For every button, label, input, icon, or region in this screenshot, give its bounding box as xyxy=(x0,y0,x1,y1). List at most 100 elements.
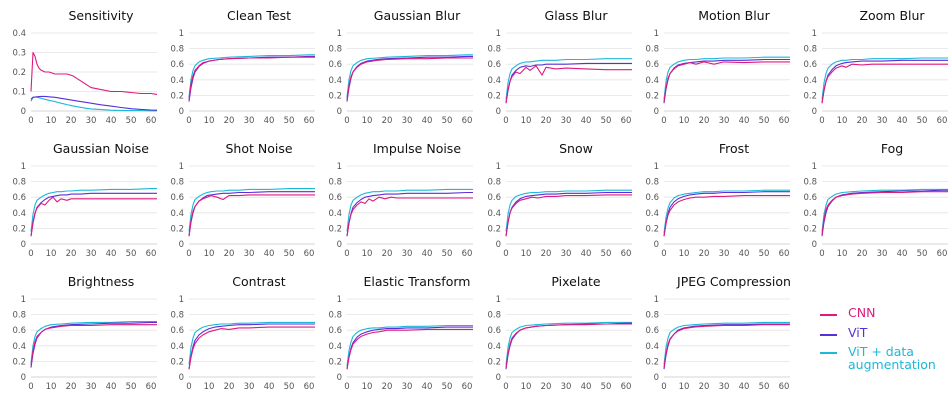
y-tick-label: 0.8 xyxy=(645,311,659,321)
y-tick-label: 0.8 xyxy=(487,178,501,188)
y-tick-label: 0 xyxy=(812,107,817,117)
series-line-vit xyxy=(30,321,157,368)
x-tick-label: 0 xyxy=(661,116,666,126)
x-tick-label: 0 xyxy=(661,382,666,392)
y-tick-label: 0 xyxy=(179,373,184,383)
x-tick-label: 0 xyxy=(503,116,508,126)
x-tick-label: 10 xyxy=(679,249,690,259)
x-tick-label: 30 xyxy=(719,382,730,392)
y-tick-label: 0.6 xyxy=(645,326,659,336)
y-tick-label: 0.6 xyxy=(170,60,184,70)
x-tick-label: 20 xyxy=(857,249,868,259)
series-line-cnn xyxy=(188,56,315,100)
x-tick-label: 40 xyxy=(422,249,433,259)
chart-title: Zoom Blur xyxy=(859,8,925,23)
chart-title: Frost xyxy=(718,141,750,156)
x-tick-label: 20 xyxy=(224,249,235,259)
x-tick-label: 40 xyxy=(264,249,275,259)
y-tick-label: 0.2 xyxy=(12,224,26,234)
series-line-vit-data-augmentation xyxy=(346,324,473,367)
x-tick-label: 30 xyxy=(86,116,97,126)
series-line-vit-data-augmentation xyxy=(505,189,632,232)
x-tick-label: 50 xyxy=(601,249,612,259)
y-tick-label: 0.8 xyxy=(328,45,342,55)
y-tick-label: 0.2 xyxy=(803,91,817,101)
series-line-cnn xyxy=(505,323,632,368)
chart-title: Glass Blur xyxy=(544,8,608,23)
y-tick-label: 0.6 xyxy=(645,193,659,203)
y-tick-label: 0.4 xyxy=(328,342,342,352)
y-tick-label: 0 xyxy=(21,107,26,117)
y-tick-label: 0.4 xyxy=(12,209,26,219)
y-tick-label: 0.8 xyxy=(803,45,817,55)
x-tick-label: 50 xyxy=(442,382,453,392)
y-tick-label: 0.8 xyxy=(170,45,184,55)
x-tick-label: 20 xyxy=(541,249,552,259)
chart-panel-clean-test: Clean Test 0 0.2 0.4 0.6 0.8 1 0 10 20 30 40 50 60 xyxy=(163,0,321,133)
y-tick-label: 0.6 xyxy=(803,60,817,70)
chart-svg: 00.20.40.60.810 10 20 30 40 50 60 xyxy=(328,29,473,126)
x-tick-label: 30 xyxy=(719,249,730,259)
y-tick-label: 0.6 xyxy=(487,326,501,336)
chart-title: Snow xyxy=(559,141,593,156)
x-tick-label: 50 xyxy=(759,382,770,392)
x-tick-label: 10 xyxy=(521,382,532,392)
chart-svg: 00.20.40.60.810 10 20 30 40 50 60 xyxy=(645,162,790,259)
x-tick-label: 0 xyxy=(186,116,191,126)
x-tick-label: 10 xyxy=(521,116,532,126)
chart-panel-jpeg-compression: JPEG Compression 0 0.2 0.4 0.6 0.8 1 0 10 20 30 40 5… xyxy=(638,266,796,399)
x-tick-label: 60 xyxy=(937,116,948,126)
chart-title: Pixelate xyxy=(551,274,601,289)
y-tick-label: 0.8 xyxy=(12,311,26,321)
chart-panel-sensitivity: Sensitivity 0 0.1 0.2 0.3 0.4 0 10 20 30 40 50 60 xyxy=(5,0,163,133)
y-tick-label: 0 xyxy=(21,373,26,383)
chart-title: Motion Blur xyxy=(698,8,770,23)
y-tick-label: 0.6 xyxy=(487,193,501,203)
chart-svg: 00.20.40.60.810 10 20 30 40 50 60 xyxy=(12,162,157,259)
series-line-vit xyxy=(663,58,790,104)
y-tick-label: 0.8 xyxy=(487,311,501,321)
y-tick-label: 1 xyxy=(21,162,26,172)
y-tick-label: 0.4 xyxy=(170,209,184,219)
y-tick-label: 1 xyxy=(496,29,501,39)
y-tick-label: 0 xyxy=(337,107,342,117)
y-tick-label: 1 xyxy=(496,162,501,172)
y-tick-label: 0.6 xyxy=(328,326,342,336)
series-line-vit-data-augmentation xyxy=(505,58,632,100)
chart-svg: 00.20.40.60.810 10 20 30 40 50 60 xyxy=(487,295,632,392)
x-tick-label: 50 xyxy=(126,249,137,259)
y-tick-label: 1 xyxy=(654,29,659,39)
x-tick-label: 60 xyxy=(621,249,632,259)
x-tick-label: 10 xyxy=(46,249,57,259)
x-tick-label: 60 xyxy=(146,116,157,126)
chart-svg: 00.20.40.60.810 10 20 30 40 50 60 xyxy=(803,162,948,259)
x-tick-label: 30 xyxy=(244,116,255,126)
x-tick-label: 50 xyxy=(917,249,928,259)
y-tick-label: 0 xyxy=(812,240,817,250)
x-tick-label: 10 xyxy=(679,116,690,126)
y-tick-label: 0.6 xyxy=(645,60,659,70)
y-tick-label: 1 xyxy=(179,162,184,172)
x-tick-label: 0 xyxy=(28,382,33,392)
x-tick-label: 20 xyxy=(699,382,710,392)
chart-title: Gaussian Blur xyxy=(373,8,461,23)
x-tick-label: 60 xyxy=(779,249,790,259)
series-line-vit xyxy=(346,191,473,237)
chart-svg: 00.20.40.60.810 10 20 30 40 50 60 xyxy=(645,295,790,392)
series-line-cnn xyxy=(30,324,157,366)
x-tick-label: 50 xyxy=(917,116,928,126)
series-line-cnn xyxy=(346,57,473,100)
x-tick-label: 50 xyxy=(284,249,295,259)
chart-svg: 00.20.40.60.810 10 20 30 40 50 60 xyxy=(328,295,473,392)
series-line-vit-data-augmentation xyxy=(663,189,790,234)
legend-item-vit: ViT xyxy=(820,326,950,344)
x-tick-label: 20 xyxy=(224,116,235,126)
x-tick-label: 0 xyxy=(28,249,33,259)
legend-item-cnn: CNN xyxy=(820,306,950,324)
y-tick-label: 0.4 xyxy=(645,209,659,219)
x-tick-label: 0 xyxy=(503,249,508,259)
x-tick-label: 60 xyxy=(621,116,632,126)
legend-swatch-cnn xyxy=(820,314,837,316)
x-tick-label: 10 xyxy=(46,382,57,392)
